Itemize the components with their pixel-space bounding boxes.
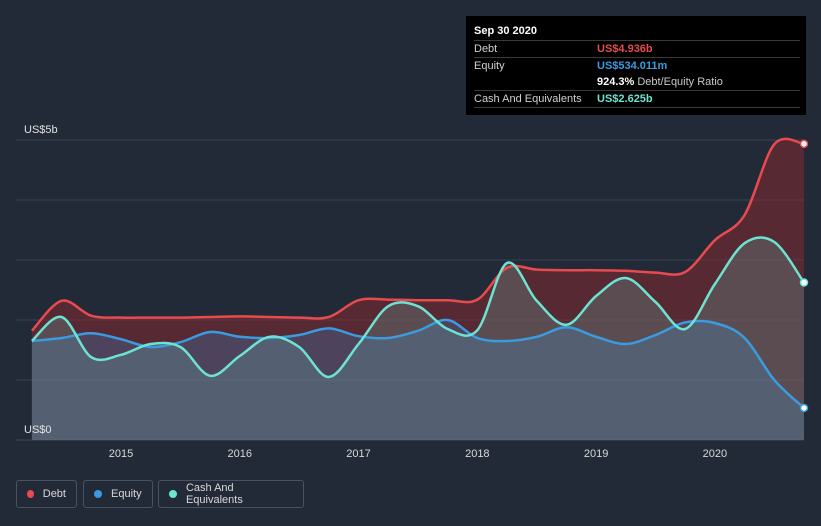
line-cash-and-equivalents [31,236,806,379]
x-tick-label: 2015 [109,448,133,460]
x-tick-label: 2016 [228,448,252,460]
tooltip-row-equity: Equity US$534.011m [474,57,800,74]
legend-item-cash[interactable]: Cash And Equivalents [158,480,304,508]
end-marker-debt [799,139,809,149]
tooltip-label-cash: Cash And Equivalents [474,93,582,105]
legend-label-debt: Debt [42,488,66,500]
tooltip-label-debt: Debt [474,43,498,55]
tooltip-label-equity: Equity [474,60,505,72]
tooltip-row-ratio: 924.3% Debt/Equity Ratio [474,74,800,90]
area-debt [31,138,805,440]
x-tick-label: 2017 [346,448,370,460]
tooltip-value-ratio: 924.3% [597,76,635,88]
tooltip-date: Sep 30 2020 [474,25,537,37]
legend-dot-debt-icon [27,490,34,498]
x-tick-label: 2018 [465,448,489,460]
area-cash-and-equivalents [31,237,805,440]
tooltip-value-equity: US$534.011m [597,60,668,72]
tooltip-row-debt: Debt US$4.936b [474,40,800,57]
tooltip-row-cash: Cash And Equivalents US$2.625b [474,90,800,108]
tooltip-ratio-caption: Debt/Equity Ratio [637,76,723,88]
tooltip-panel: Sep 30 2020 Debt US$4.936b Equity US$534… [466,16,806,115]
y-tick-label: US$0 [24,424,52,436]
legend-label-equity: Equity [111,488,142,500]
line-debt [30,137,805,332]
legend-item-debt[interactable]: Debt [16,480,77,508]
x-tick-label: 2019 [584,448,608,460]
y-tick-label: US$5b [24,124,58,136]
area-equity [31,319,805,440]
tooltip-value-cash: US$2.625b [597,93,653,105]
tooltip-value-debt: US$4.936b [597,43,653,55]
legend-label-cash: Cash And Equivalents [185,482,243,506]
x-tick-label: 2020 [703,448,727,460]
end-marker-equity [799,403,809,413]
legend-dot-equity-icon [94,490,102,498]
legend-item-equity[interactable]: Equity [83,480,153,508]
end-marker-cash-and-equivalents [799,278,809,287]
legend-dot-cash-icon [169,490,177,498]
